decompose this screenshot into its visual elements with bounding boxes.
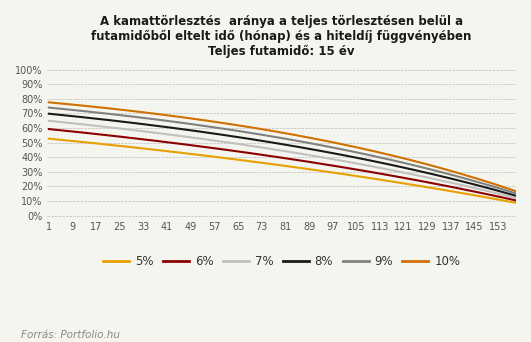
5% (108, 143, 114, 147)
Text: Forrás: Portfolio.hu: Forrás: Portfolio.hu (21, 330, 120, 340)
8% (55, 113, 61, 117)
10% (155, 112, 161, 116)
7% (155, 131, 161, 135)
7% (516, 197, 522, 201)
Line: 10%: 10% (49, 102, 531, 214)
10% (247, 125, 253, 129)
5% (247, 159, 253, 163)
10% (46, 100, 52, 104)
6% (247, 151, 253, 155)
6% (108, 134, 114, 138)
5% (46, 136, 52, 141)
5% (155, 148, 161, 152)
7% (247, 144, 253, 148)
8% (108, 118, 114, 122)
6% (55, 128, 61, 132)
7% (55, 120, 61, 124)
8% (247, 137, 253, 141)
7% (46, 119, 52, 123)
10% (55, 101, 61, 105)
8% (46, 111, 52, 116)
8% (155, 124, 161, 128)
Line: 8%: 8% (49, 114, 531, 215)
9% (55, 106, 61, 110)
6% (155, 139, 161, 143)
7% (108, 126, 114, 130)
9% (108, 112, 114, 116)
Line: 6%: 6% (49, 129, 531, 215)
Line: 5%: 5% (49, 139, 531, 215)
Title: A kamattörlesztés  aránya a teljes törlesztésen belül a
futamidőből eltelt idő (: A kamattörlesztés aránya a teljes törles… (91, 15, 472, 58)
6% (516, 199, 522, 203)
Line: 7%: 7% (49, 121, 531, 215)
6% (46, 127, 52, 131)
9% (247, 131, 253, 135)
9% (516, 192, 522, 196)
5% (55, 137, 61, 142)
8% (516, 195, 522, 199)
10% (516, 190, 522, 194)
9% (155, 118, 161, 122)
Legend: 5%, 6%, 7%, 8%, 9%, 10%: 5%, 6%, 7%, 8%, 9%, 10% (98, 251, 465, 273)
Line: 9%: 9% (49, 108, 531, 214)
10% (108, 106, 114, 110)
5% (516, 201, 522, 206)
9% (46, 106, 52, 110)
